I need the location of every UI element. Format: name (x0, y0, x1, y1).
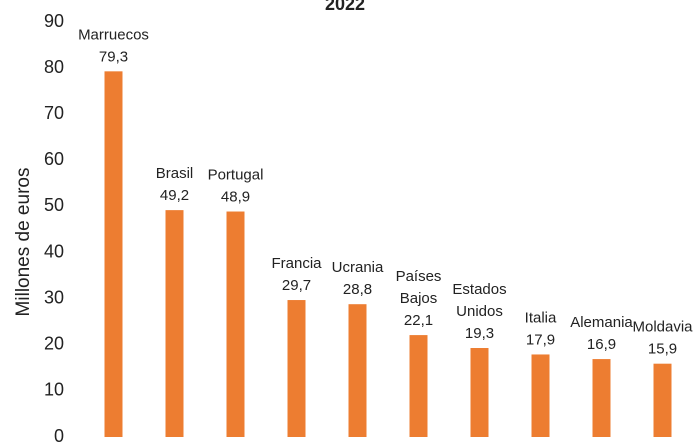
data-label: 49,2 (160, 187, 189, 204)
category-label: Italia (525, 309, 557, 326)
y-tick-label: 60 (44, 149, 64, 169)
bar (470, 348, 489, 437)
category-label: Moldavia (632, 319, 693, 336)
data-label: 16,9 (587, 336, 616, 353)
bar (409, 335, 428, 437)
bar (104, 71, 123, 437)
category-label: Marruecos (78, 26, 149, 43)
y-tick-label: 10 (44, 380, 64, 400)
y-tick-label: 20 (44, 334, 64, 354)
bar (287, 300, 306, 437)
data-label: 29,7 (282, 277, 311, 294)
y-tick-label: 70 (44, 103, 64, 123)
y-axis-label: Millones de euros (13, 168, 34, 317)
category-label: Ucrania (332, 259, 384, 276)
data-label: 79,3 (99, 48, 128, 65)
data-label: 19,3 (465, 325, 494, 342)
bar (531, 354, 550, 437)
category-label: Brasil (156, 165, 194, 182)
y-tick-label: 90 (44, 11, 64, 31)
bar (653, 363, 672, 437)
y-tick-label: 30 (44, 287, 64, 307)
y-tick-label: 50 (44, 195, 64, 215)
category-label: Estados Unidos (452, 281, 506, 320)
category-label: Alemania (570, 314, 633, 331)
y-tick-label: 80 (44, 57, 64, 77)
category-label: Portugal (208, 166, 264, 183)
chart-title: 2022 (325, 0, 365, 14)
y-tick-label: 40 (44, 241, 64, 261)
y-tick-label: 0 (54, 426, 64, 442)
bar (226, 211, 245, 437)
data-label: 17,9 (526, 331, 555, 348)
category-label: Francia (271, 255, 322, 272)
bar (348, 304, 367, 437)
data-label: 28,8 (343, 281, 372, 298)
data-label: 15,9 (648, 341, 677, 358)
bar (165, 210, 184, 437)
bar (592, 359, 611, 437)
data-label: 48,9 (221, 188, 250, 205)
data-label: 22,1 (404, 312, 433, 329)
category-label: Países Bajos (396, 268, 442, 307)
